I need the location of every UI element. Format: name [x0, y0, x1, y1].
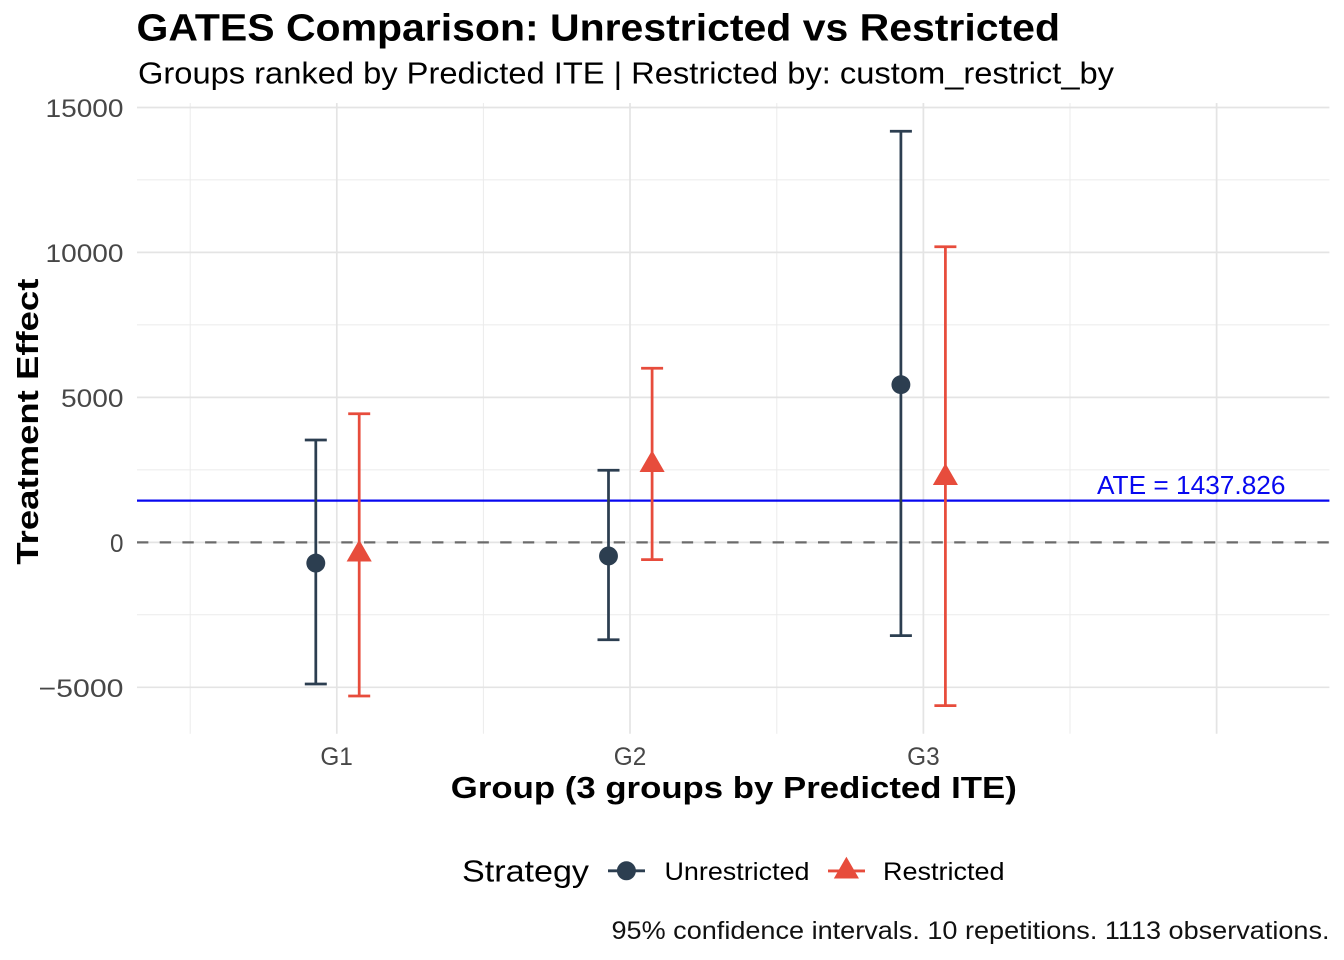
svg-text:ATE = 1437.826: ATE = 1437.826 [1097, 470, 1286, 500]
svg-text:G1: G1 [320, 743, 353, 771]
svg-text:GATES Comparison: Unrestricted: GATES Comparison: Unrestricted vs Restri… [137, 7, 1061, 49]
svg-text:5000: 5000 [61, 385, 124, 413]
svg-text:Strategy: Strategy [462, 856, 590, 889]
svg-text:G2: G2 [614, 743, 647, 771]
svg-text:−5000: −5000 [39, 675, 124, 703]
svg-text:0: 0 [110, 530, 124, 558]
svg-text:G3: G3 [907, 743, 940, 771]
svg-text:15000: 15000 [46, 95, 124, 123]
svg-text:95% confidence intervals. 10 r: 95% confidence intervals. 10 repetitions… [612, 917, 1330, 945]
svg-text:Unrestricted: Unrestricted [665, 858, 810, 886]
svg-text:10000: 10000 [46, 240, 124, 268]
svg-text:Groups ranked by Predicted ITE: Groups ranked by Predicted ITE | Restric… [138, 56, 1115, 91]
svg-text:Treatment Effect: Treatment Effect [12, 279, 45, 565]
svg-text:Restricted: Restricted [883, 858, 1005, 886]
svg-text:Group (3 groups by Predicted I: Group (3 groups by Predicted ITE) [451, 772, 1017, 805]
